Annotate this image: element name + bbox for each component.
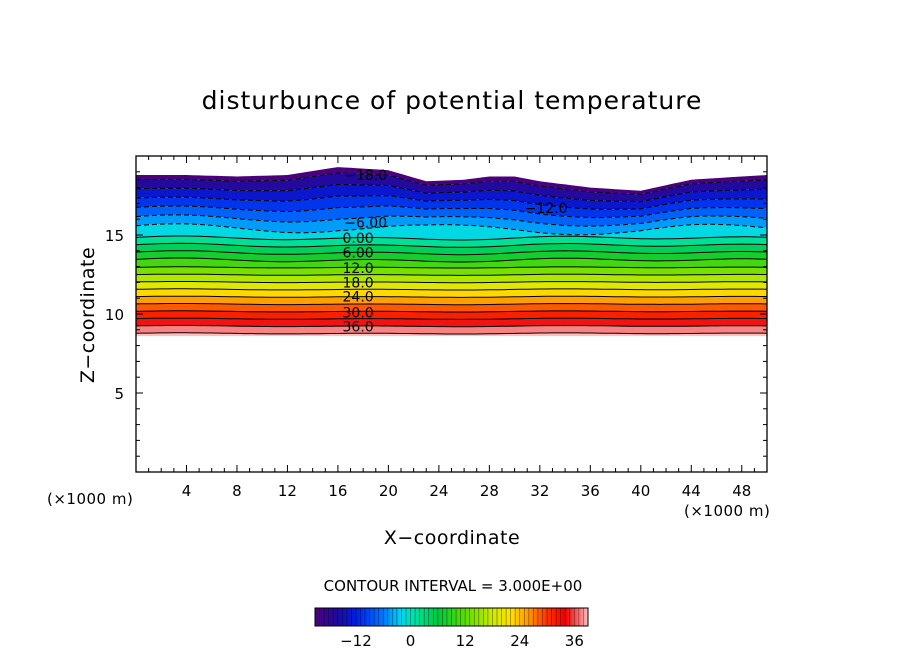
x-tick-label: 32 — [530, 482, 549, 500]
x-tick-label: 40 — [631, 482, 650, 500]
contour-band — [136, 310, 767, 320]
y-tick-label: 10 — [105, 306, 124, 324]
contour-line — [136, 310, 767, 313]
contour-line — [136, 183, 767, 203]
contour-band — [136, 266, 767, 276]
contour-line — [136, 214, 767, 227]
contour-line — [136, 288, 767, 291]
contour-label: −12.0 — [525, 201, 568, 217]
colorbar-tick-label: 12 — [456, 632, 475, 650]
contour-line — [136, 324, 767, 328]
x-tick-label: 36 — [581, 482, 600, 500]
colorbar-tick-label: 0 — [406, 632, 416, 650]
x-tick-label: 12 — [278, 482, 297, 500]
contour-line — [136, 172, 767, 195]
contour-band — [136, 172, 767, 202]
contour-band — [136, 258, 767, 268]
contour-label: −6.00 — [344, 215, 387, 231]
contour-line — [136, 250, 767, 256]
contour-line — [136, 317, 767, 320]
contour-line — [136, 302, 767, 306]
contour-label: 24.0 — [343, 290, 374, 306]
y-axis-unit: (×1000 m) — [47, 490, 134, 508]
x-tick-label: 20 — [379, 482, 398, 500]
chart-title: disturbunce of potential temperature — [201, 86, 703, 115]
x-tick-label: 16 — [328, 482, 347, 500]
x-axis-label: X−coordinate — [383, 527, 521, 549]
contour-band — [136, 195, 767, 218]
contour-lines — [136, 172, 767, 335]
contour-line — [136, 223, 767, 236]
colorbar: −12 0 12 24 36 — [314, 607, 589, 650]
contour-band — [136, 205, 767, 227]
colorbar-tick-label: 36 — [565, 632, 584, 650]
x-tick-label: 24 — [429, 482, 448, 500]
contour-label: 0.00 — [343, 231, 374, 247]
contour-band — [136, 325, 767, 334]
contour-line — [136, 235, 767, 241]
contour-band — [136, 184, 767, 210]
contour-band — [136, 318, 767, 327]
contour-label: 6.00 — [343, 245, 374, 261]
contour-band — [136, 274, 767, 283]
contour-line — [136, 195, 767, 210]
contour-interval-text: CONTOUR INTERVAL = 3.000E+00 — [323, 577, 583, 595]
contour-line — [136, 257, 767, 263]
contour-band — [136, 288, 767, 298]
contour-band — [136, 296, 767, 305]
x-axis-unit: (×1000 m) — [684, 502, 771, 520]
contour-label: 36.0 — [343, 320, 374, 336]
contour-line — [136, 205, 767, 219]
y-axis-label: Z−coordinate — [77, 246, 99, 384]
y-tick-label: 5 — [114, 385, 124, 403]
y-tick-label: 15 — [105, 227, 124, 245]
contour-line — [136, 281, 767, 284]
contour-band — [136, 303, 767, 312]
contour-label: 12.0 — [343, 261, 374, 277]
contour-labels: −18.0 −12.0 −6.000.006.0012.018.024.030.03… — [343, 168, 568, 336]
contour-band — [136, 214, 767, 235]
contour-band — [136, 223, 767, 240]
x-tick-label: 28 — [480, 482, 499, 500]
contour-label: 18.0 — [343, 275, 374, 291]
x-tick-label: 8 — [232, 482, 242, 500]
colorbar-tick-label: −12 — [340, 632, 372, 650]
contour-line — [136, 266, 767, 269]
x-tick-label: 48 — [732, 482, 751, 500]
contour-band — [136, 281, 767, 290]
x-tick-label: 44 — [682, 482, 701, 500]
contour-band — [136, 332, 767, 337]
x-tick-label: 4 — [182, 482, 192, 500]
colorbar-tick-label: 24 — [510, 632, 529, 650]
contour-line — [136, 273, 767, 276]
contour-line — [136, 295, 767, 298]
contour-line — [136, 332, 767, 335]
contour-label: −18.0 — [344, 168, 387, 184]
contour-label: 30.0 — [343, 305, 374, 321]
contour-line — [136, 242, 767, 248]
